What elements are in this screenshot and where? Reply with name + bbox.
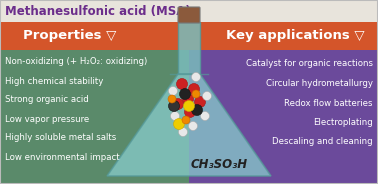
FancyBboxPatch shape [178, 7, 200, 23]
Text: Catalyst for organic reactions: Catalyst for organic reactions [246, 59, 373, 68]
Text: Non-oxidizing (+ H₂O₂: oxidizing): Non-oxidizing (+ H₂O₂: oxidizing) [5, 57, 147, 66]
Circle shape [192, 72, 200, 82]
Text: Redox flow batteries: Redox flow batteries [285, 98, 373, 107]
Circle shape [178, 128, 187, 137]
Circle shape [183, 100, 195, 112]
Circle shape [169, 100, 180, 112]
Text: Highly soluble metal salts: Highly soluble metal salts [5, 134, 116, 142]
Circle shape [174, 118, 184, 130]
Circle shape [189, 121, 197, 130]
Text: Strong organic acid: Strong organic acid [5, 95, 89, 105]
Circle shape [168, 95, 176, 103]
Text: High chemical stability: High chemical stability [5, 77, 103, 86]
Circle shape [170, 112, 180, 121]
Circle shape [169, 86, 178, 95]
Circle shape [195, 96, 206, 107]
Text: CH₃SO₃H: CH₃SO₃H [191, 158, 248, 171]
FancyBboxPatch shape [0, 0, 378, 22]
Polygon shape [178, 22, 200, 74]
Circle shape [189, 84, 200, 95]
Circle shape [180, 89, 191, 100]
FancyBboxPatch shape [189, 22, 378, 50]
Circle shape [200, 112, 209, 121]
Text: Low environmental impact: Low environmental impact [5, 153, 119, 162]
Circle shape [177, 79, 187, 89]
Text: Circular hydrometallurgy: Circular hydrometallurgy [266, 79, 373, 88]
Text: Descaling and cleaning: Descaling and cleaning [273, 137, 373, 146]
FancyBboxPatch shape [0, 50, 189, 184]
Text: Properties ▽: Properties ▽ [23, 29, 117, 43]
Circle shape [184, 107, 195, 118]
Circle shape [203, 91, 212, 100]
Polygon shape [107, 74, 271, 176]
Circle shape [192, 90, 200, 98]
Text: Key applications ▽: Key applications ▽ [226, 29, 364, 43]
Text: Electroplating: Electroplating [313, 118, 373, 127]
Text: Low vapor pressure: Low vapor pressure [5, 114, 89, 123]
FancyBboxPatch shape [0, 22, 189, 50]
FancyBboxPatch shape [189, 50, 378, 184]
Circle shape [192, 105, 203, 116]
Circle shape [172, 98, 183, 109]
Circle shape [182, 116, 190, 124]
Text: Methanesulfonic acid (MSA): Methanesulfonic acid (MSA) [5, 4, 191, 17]
Circle shape [183, 93, 194, 105]
